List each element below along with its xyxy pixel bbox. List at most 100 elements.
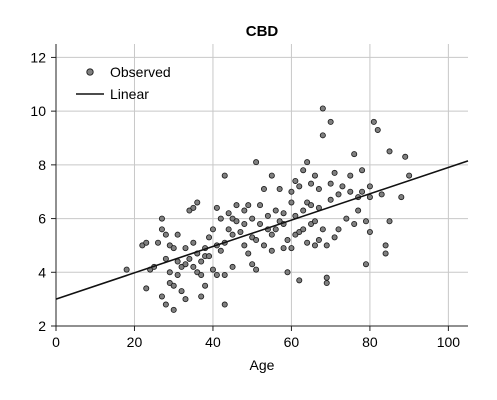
observed-point [402, 153, 409, 160]
observed-point [190, 239, 197, 246]
observed-point [209, 266, 216, 273]
observed-point [162, 231, 169, 238]
y-tick-label: 6 [38, 211, 46, 227]
observed-point [155, 239, 162, 246]
y-tick-label: 12 [30, 49, 46, 65]
observed-point [233, 202, 240, 209]
observed-point [382, 242, 389, 249]
observed-point [398, 194, 405, 201]
observed-point [331, 169, 338, 176]
observed-point [311, 218, 318, 225]
x-tick-label: 100 [437, 334, 461, 350]
observed-point [162, 301, 169, 308]
observed-point [339, 183, 346, 190]
observed-point [327, 118, 334, 125]
observed-point [245, 250, 252, 257]
observed-point [206, 234, 213, 241]
observed-point [311, 172, 318, 179]
observed-point [288, 199, 295, 206]
observed-point [241, 242, 248, 249]
observed-point [221, 271, 228, 278]
observed-point [209, 226, 216, 233]
observed-point [362, 218, 369, 225]
observed-point [170, 282, 177, 289]
observed-point [351, 220, 358, 227]
observed-point [237, 228, 244, 235]
observed-point [221, 301, 228, 308]
chart-title: CBD [246, 23, 279, 40]
observed-point [182, 261, 189, 268]
observed-point [272, 207, 279, 214]
y-tick-label: 10 [30, 103, 46, 119]
observed-point [288, 188, 295, 195]
observed-point [225, 210, 232, 217]
observed-point [241, 207, 248, 214]
observed-point [178, 288, 185, 295]
observed-point [217, 247, 224, 254]
observed-point [386, 148, 393, 155]
y-tick-label: 2 [38, 318, 46, 334]
observed-point [245, 202, 252, 209]
observed-point [194, 199, 201, 206]
observed-point [198, 271, 205, 278]
observed-point [170, 245, 177, 252]
observed-point [190, 263, 197, 270]
legend-label-linear: Linear [110, 86, 149, 102]
observed-point [308, 180, 315, 187]
observed-point [378, 191, 385, 198]
grid-lines [56, 44, 468, 326]
observed-point [229, 263, 236, 270]
observed-point [319, 105, 326, 112]
observed-point [327, 180, 334, 187]
observed-point [253, 159, 260, 166]
observed-point [280, 210, 287, 217]
x-tick-label: 0 [52, 334, 60, 350]
observed-point [304, 159, 311, 166]
observed-point [335, 226, 342, 233]
observed-point [182, 296, 189, 303]
observed-point [300, 226, 307, 233]
observed-point [370, 118, 377, 125]
y-axis-ticks: 2 4 6 8 10 12 [30, 49, 56, 334]
linear-fit-line [55, 160, 469, 300]
observed-point [347, 188, 354, 195]
observed-point [382, 250, 389, 257]
observed-point [319, 226, 326, 233]
observed-point [366, 183, 373, 190]
observed-points [123, 105, 413, 313]
observed-point [170, 306, 177, 313]
observed-point [123, 266, 130, 273]
observed-point [311, 242, 318, 249]
legend-marker-observed [86, 68, 94, 76]
observed-point [268, 247, 275, 254]
observed-point [143, 239, 150, 246]
observed-point [323, 242, 330, 249]
observed-point [249, 261, 256, 268]
observed-point [253, 237, 260, 244]
observed-point [323, 274, 330, 281]
observed-point [347, 172, 354, 179]
observed-point [166, 269, 173, 276]
observed-point [221, 172, 228, 179]
observed-point [366, 194, 373, 201]
observed-point [284, 237, 291, 244]
x-axis-ticks: 0 20 40 60 80 100 [52, 326, 460, 350]
observed-point [253, 266, 260, 273]
plot-area [55, 44, 468, 327]
observed-point [206, 253, 213, 260]
observed-point [260, 242, 267, 249]
observed-point [225, 226, 232, 233]
observed-point [186, 255, 193, 262]
observed-point [162, 255, 169, 262]
observed-point [241, 220, 248, 227]
observed-point [296, 183, 303, 190]
observed-point [217, 215, 224, 222]
observed-point [304, 239, 311, 246]
observed-point [359, 188, 366, 195]
observed-point [300, 207, 307, 214]
observed-point [213, 271, 220, 278]
observed-point [174, 231, 181, 238]
observed-point [257, 202, 264, 209]
observed-point [264, 212, 271, 219]
